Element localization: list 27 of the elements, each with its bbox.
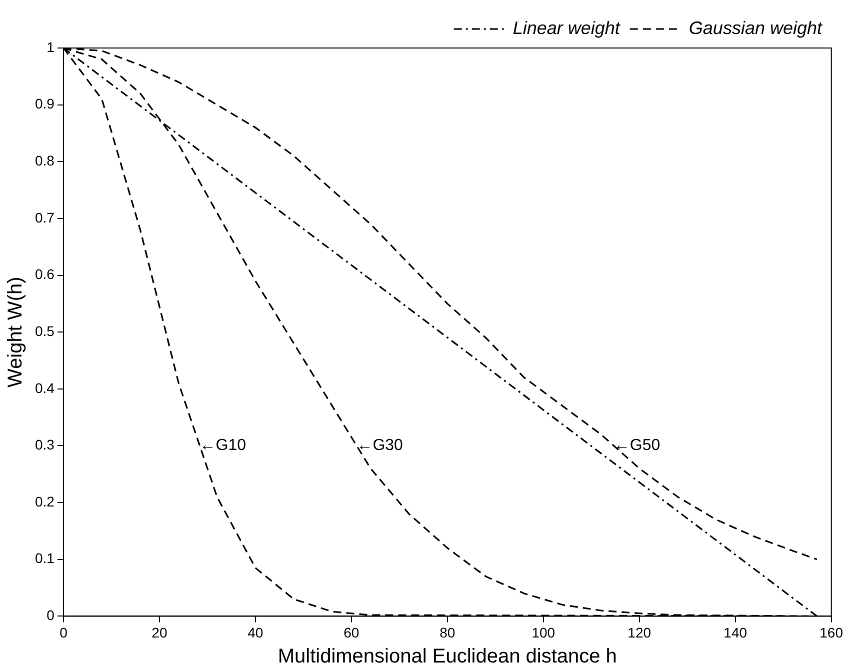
y-tick-label: 0.5 bbox=[34, 322, 55, 339]
x-tick-label: 80 bbox=[440, 624, 456, 640]
y-tick-label: 0.2 bbox=[34, 493, 55, 510]
y-tick-label: 0.8 bbox=[34, 152, 55, 168]
y-tick-label: 0.9 bbox=[34, 96, 55, 112]
annotation: ←G50 bbox=[614, 437, 660, 454]
y-axis-title: Weight W(h) bbox=[4, 276, 27, 388]
y-tick-label: 0.7 bbox=[34, 209, 55, 226]
y-tick-label: 0.1 bbox=[34, 550, 55, 566]
annotation: ←G10 bbox=[200, 437, 246, 454]
x-tick-label: 20 bbox=[152, 624, 168, 640]
legend-label: Gaussian weight bbox=[688, 18, 823, 38]
x-tick-label: 160 bbox=[820, 624, 844, 640]
x-tick-label: 120 bbox=[628, 624, 652, 640]
y-tick-label: 0 bbox=[46, 607, 55, 624]
y-tick-label: 0.4 bbox=[34, 380, 55, 396]
annotation: ←G30 bbox=[356, 437, 404, 454]
y-tick-label: 0.6 bbox=[34, 266, 55, 282]
legend-label: Linear weight bbox=[512, 18, 621, 38]
x-tick-label: 0 bbox=[60, 624, 68, 640]
x-tick-label: 100 bbox=[532, 624, 556, 640]
y-tick-label: 1 bbox=[46, 38, 55, 55]
x-axis-title: Multidimensional Euclidean distance h bbox=[278, 646, 617, 668]
y-tick-label: 0.3 bbox=[34, 436, 55, 453]
x-tick-label: 40 bbox=[248, 624, 264, 640]
x-tick-label: 60 bbox=[344, 624, 360, 640]
x-tick-label: 140 bbox=[724, 624, 748, 640]
